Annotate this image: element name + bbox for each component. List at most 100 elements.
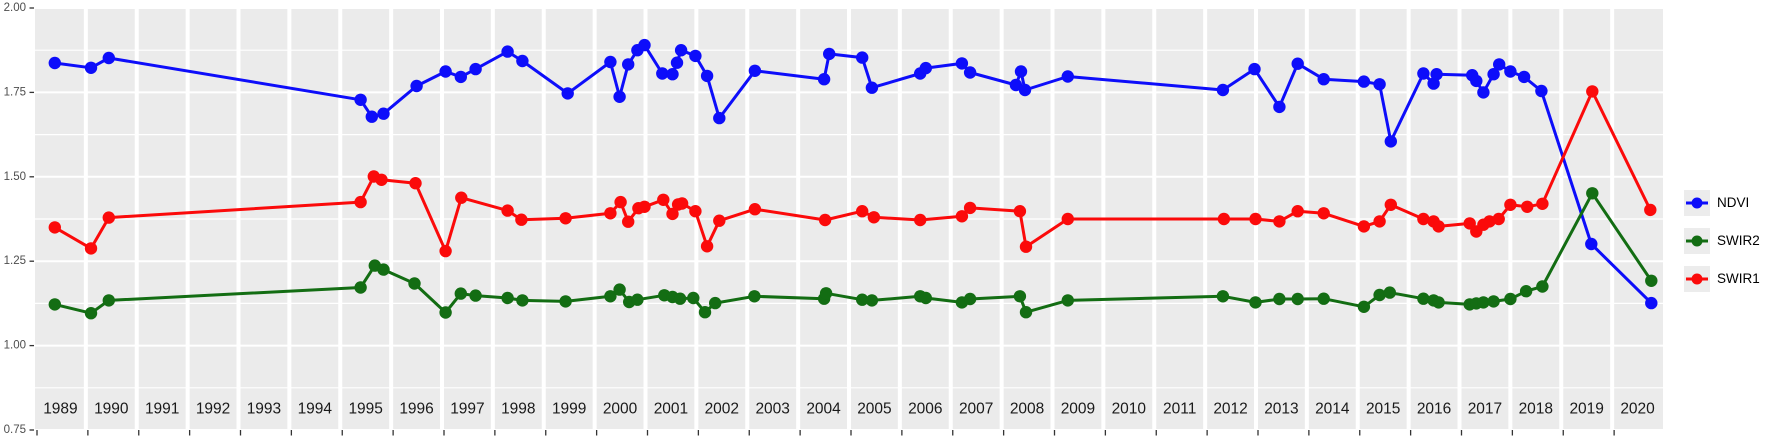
data-point xyxy=(713,214,726,227)
data-point xyxy=(377,263,390,276)
data-point xyxy=(856,205,869,218)
data-point xyxy=(604,55,617,69)
data-point xyxy=(48,298,61,311)
data-point xyxy=(817,73,831,86)
x-tick-label: 2004 xyxy=(806,401,841,418)
data-point xyxy=(1645,296,1658,310)
data-point xyxy=(1535,84,1548,98)
data-point xyxy=(469,289,482,302)
legend-entry-swir2: SWIR2 xyxy=(1684,228,1760,254)
data-point xyxy=(1432,296,1445,309)
data-point xyxy=(657,193,670,206)
data-point xyxy=(354,281,367,294)
x-tick-label: 1992 xyxy=(196,401,230,418)
data-point xyxy=(914,213,927,227)
x-tick-label: 2015 xyxy=(1366,401,1400,418)
data-point xyxy=(1536,280,1549,293)
data-point xyxy=(673,292,687,305)
data-point xyxy=(865,294,879,307)
y-tick-label: 1.00 xyxy=(4,340,26,352)
data-point xyxy=(1373,215,1386,228)
data-point xyxy=(614,195,627,209)
data-point xyxy=(687,291,700,305)
x-tick-label: 1989 xyxy=(43,401,77,418)
data-point xyxy=(559,295,572,308)
x-tick-label: 2012 xyxy=(1213,401,1247,418)
x-tick-label: 2006 xyxy=(908,401,942,418)
data-point xyxy=(1585,237,1598,251)
data-point xyxy=(670,56,684,69)
data-point xyxy=(84,242,98,255)
data-point xyxy=(955,57,969,70)
x-tick-label: 2009 xyxy=(1061,401,1095,418)
x-tick-label: 1994 xyxy=(298,401,333,418)
data-point xyxy=(856,51,869,64)
x-tick-label: 2020 xyxy=(1620,401,1655,418)
data-point xyxy=(713,111,726,125)
data-point xyxy=(1517,70,1531,84)
data-point xyxy=(963,66,977,79)
data-point xyxy=(454,287,467,300)
data-point xyxy=(963,292,977,306)
x-tick-label: 1991 xyxy=(145,401,179,418)
data-point xyxy=(819,287,833,300)
data-point xyxy=(516,294,529,307)
x-tick-label: 2013 xyxy=(1264,401,1298,418)
x-tick-label: 1997 xyxy=(450,401,484,418)
data-point xyxy=(354,195,367,209)
data-point xyxy=(1417,67,1430,80)
legend-label-swir1: SWIR1 xyxy=(1717,271,1760,287)
data-point xyxy=(84,61,98,74)
x-tick-label: 1995 xyxy=(348,401,382,418)
x-tick-label: 1993 xyxy=(247,401,281,418)
data-point xyxy=(1317,207,1330,220)
data-point xyxy=(439,244,452,258)
data-point xyxy=(1417,212,1430,226)
data-point xyxy=(689,49,702,63)
data-point xyxy=(1291,292,1304,306)
data-point xyxy=(1586,85,1599,98)
data-point xyxy=(1586,187,1599,200)
x-tick-label: 2005 xyxy=(857,401,891,418)
data-point xyxy=(1248,62,1261,76)
data-point xyxy=(1417,292,1430,305)
data-point xyxy=(102,211,116,224)
data-point xyxy=(1384,198,1398,211)
data-point xyxy=(1217,212,1231,226)
y-tick-label: 0.75 xyxy=(4,424,26,436)
data-point xyxy=(613,283,626,296)
data-point xyxy=(1061,294,1075,307)
data-point xyxy=(748,290,761,303)
data-point xyxy=(955,210,969,223)
data-point xyxy=(561,87,574,100)
legend-entry-swir1: SWIR1 xyxy=(1684,266,1760,292)
data-point xyxy=(501,291,514,305)
data-point xyxy=(622,215,635,228)
x-tick-label: 2007 xyxy=(959,401,993,418)
x-tick-label: 2011 xyxy=(1163,401,1196,418)
data-point xyxy=(613,90,626,104)
x-tick-label: 2000 xyxy=(603,401,638,418)
legend-label-ndvi: NDVI xyxy=(1717,195,1750,211)
data-point xyxy=(1384,135,1398,148)
data-point xyxy=(604,290,617,303)
data-point xyxy=(818,213,832,227)
data-point xyxy=(408,277,421,290)
data-point xyxy=(700,240,714,253)
data-point xyxy=(454,70,467,84)
x-tick-label: 1999 xyxy=(552,401,586,418)
data-point xyxy=(1216,83,1230,97)
y-tick-label: 1.75 xyxy=(4,86,26,98)
data-point xyxy=(102,51,116,65)
data-point xyxy=(856,293,869,306)
x-tick-label: 1998 xyxy=(501,401,535,418)
data-point xyxy=(375,173,388,186)
data-point xyxy=(674,44,688,57)
data-point xyxy=(1477,86,1490,99)
x-tick-label: 2010 xyxy=(1112,401,1147,418)
data-point xyxy=(656,67,669,80)
data-point xyxy=(1249,212,1262,226)
data-point xyxy=(1536,197,1549,210)
x-axis-year-labels: 1989 1990 1991 1992 1993 1994 1995 1996 1997 1998… xyxy=(43,401,1655,418)
data-point xyxy=(409,177,422,190)
